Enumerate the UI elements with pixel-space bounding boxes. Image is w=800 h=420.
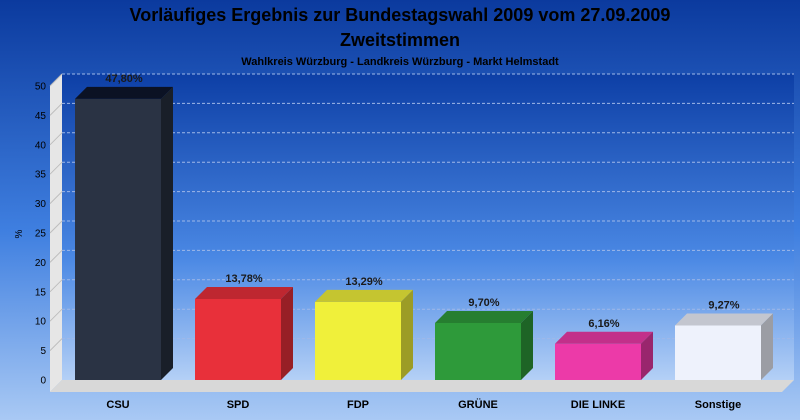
y-tick-label: 35 (35, 170, 47, 181)
bar-front (195, 298, 281, 380)
y-axis-label: % (14, 229, 25, 238)
y-tick-label: 0 (40, 376, 46, 387)
y-tick-label: 15 (35, 287, 47, 298)
y-tick-label: 5 (40, 346, 46, 357)
bar-value-label: 47,80% (105, 73, 143, 85)
chart-title-line2: Zweitstimmen (340, 30, 460, 50)
bar-top (435, 310, 533, 323)
bar-side (161, 86, 173, 380)
gridline-side (49, 338, 63, 351)
y-tick-label: 25 (35, 229, 47, 240)
y-tick-label: 20 (35, 258, 47, 269)
gridline-side (49, 279, 63, 293)
bar-value-label: 13,78% (225, 273, 263, 285)
gridline-side (49, 103, 63, 116)
bar-top (675, 313, 773, 326)
x-category-label: Sonstige (695, 399, 741, 411)
y-tick-label: 50 (35, 82, 47, 93)
gridline-side (49, 73, 63, 87)
bar-side (761, 313, 773, 380)
gridline-side (49, 132, 63, 146)
plot-area: 0 5 10 15 20 25 30 35 40 45 50 47,80% CSU 13,78% SPD 13… (35, 73, 794, 411)
x-category-label: GRÜNE (458, 398, 498, 411)
x-category-label: SPD (227, 399, 250, 411)
y-tick-label: 40 (35, 140, 47, 151)
gridline-side (49, 161, 63, 175)
y-tick-label: 45 (35, 111, 47, 122)
bar-front (75, 98, 161, 380)
bar-value-label: 9,70% (468, 297, 499, 309)
chart-subtitle: Wahlkreis Würzburg - Landkreis Würzburg … (241, 56, 559, 68)
plot-back-wall (62, 74, 794, 380)
x-category-label: CSU (106, 399, 129, 411)
gridline-side (49, 220, 63, 234)
bar-front (555, 343, 641, 380)
gridline-side (49, 191, 63, 204)
gridline-side (49, 308, 63, 322)
plot-floor (50, 380, 794, 392)
gridline-side (49, 250, 63, 263)
chart-title: Vorläufiges Ergebnis zur Bundestagswahl … (130, 5, 671, 25)
bar-value-label: 6,16% (588, 318, 619, 330)
bar-top (555, 331, 653, 344)
bar-front (435, 322, 521, 380)
bar-top (195, 286, 293, 299)
bar-top (75, 86, 173, 99)
bar-top (315, 289, 413, 302)
bar-side (281, 286, 293, 380)
bar-side (401, 289, 413, 380)
bar-value-label: 13,29% (345, 276, 383, 288)
x-category-label: DIE LINKE (571, 399, 625, 411)
bar-front (675, 325, 761, 380)
bar-side (641, 331, 653, 380)
x-category-label: FDP (347, 399, 369, 411)
y-tick-label: 10 (35, 317, 47, 328)
bar-value-label: 9,27% (708, 299, 739, 311)
bar-side (521, 310, 533, 380)
bar-front (315, 301, 401, 380)
y-tick-label: 30 (35, 199, 47, 210)
